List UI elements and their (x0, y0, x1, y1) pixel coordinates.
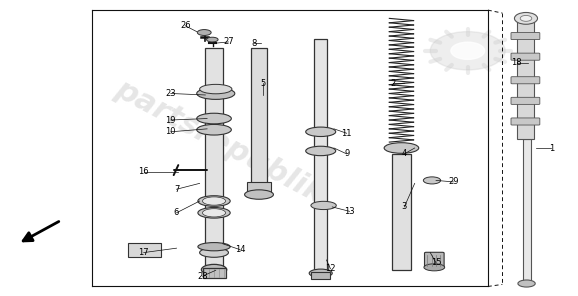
Circle shape (451, 42, 484, 59)
FancyBboxPatch shape (511, 33, 540, 40)
Text: 16: 16 (138, 167, 149, 176)
Text: 28: 28 (197, 272, 208, 281)
FancyBboxPatch shape (312, 272, 330, 279)
Text: 3: 3 (402, 202, 407, 211)
Ellipse shape (197, 30, 211, 36)
Text: 19: 19 (165, 115, 176, 125)
Text: 11: 11 (342, 129, 352, 138)
Ellipse shape (311, 201, 336, 210)
Bar (517, 18, 534, 139)
Circle shape (514, 12, 538, 24)
Ellipse shape (206, 37, 218, 42)
Text: 29: 29 (448, 177, 458, 186)
Text: partsrepublik: partsrepublik (110, 75, 329, 210)
Text: 9: 9 (344, 149, 349, 158)
Ellipse shape (309, 269, 332, 277)
Ellipse shape (244, 190, 273, 199)
FancyBboxPatch shape (511, 118, 540, 125)
Bar (392, 154, 410, 270)
Text: 6: 6 (174, 208, 179, 217)
Bar (523, 139, 531, 284)
Text: 13: 13 (344, 207, 355, 216)
Text: 7: 7 (174, 185, 179, 194)
Bar (314, 39, 327, 272)
Ellipse shape (197, 124, 231, 135)
FancyBboxPatch shape (511, 53, 540, 60)
Circle shape (430, 32, 505, 70)
Ellipse shape (306, 146, 336, 156)
Ellipse shape (198, 207, 230, 218)
Text: 4: 4 (402, 149, 407, 158)
FancyBboxPatch shape (511, 97, 540, 104)
Ellipse shape (384, 143, 418, 153)
Ellipse shape (202, 197, 225, 205)
Text: 2: 2 (390, 79, 395, 88)
Text: 18: 18 (512, 58, 522, 67)
Ellipse shape (197, 88, 235, 99)
FancyBboxPatch shape (247, 182, 271, 194)
Text: 23: 23 (165, 89, 176, 98)
Text: 26: 26 (180, 21, 191, 30)
Ellipse shape (202, 209, 225, 217)
FancyBboxPatch shape (511, 77, 540, 84)
Bar (205, 48, 223, 269)
Ellipse shape (197, 113, 231, 124)
Text: 12: 12 (325, 264, 336, 273)
Text: 1: 1 (549, 144, 554, 152)
Ellipse shape (518, 280, 535, 287)
Bar (251, 48, 267, 183)
Text: 5: 5 (261, 79, 266, 88)
Text: 27: 27 (223, 37, 234, 46)
FancyBboxPatch shape (128, 243, 161, 257)
Text: 17: 17 (138, 248, 149, 257)
Ellipse shape (423, 177, 440, 184)
Text: 10: 10 (165, 127, 176, 136)
Circle shape (520, 15, 532, 21)
Ellipse shape (198, 242, 230, 251)
Text: 14: 14 (235, 245, 245, 254)
Ellipse shape (199, 248, 228, 257)
Ellipse shape (198, 196, 230, 206)
Ellipse shape (306, 127, 336, 136)
Ellipse shape (424, 264, 444, 271)
FancyBboxPatch shape (424, 252, 444, 268)
Ellipse shape (201, 264, 227, 275)
Text: 15: 15 (431, 258, 441, 267)
Text: 8: 8 (251, 39, 257, 48)
Ellipse shape (199, 84, 232, 94)
FancyBboxPatch shape (202, 268, 225, 278)
